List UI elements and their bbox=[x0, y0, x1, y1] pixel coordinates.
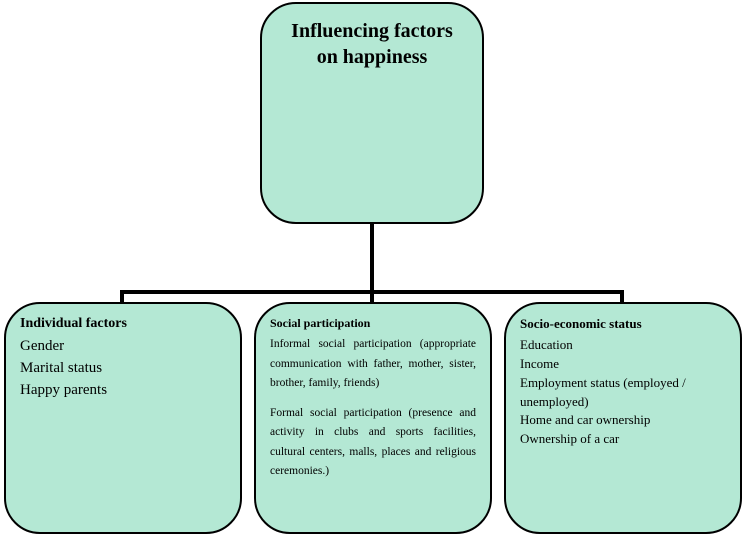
root-title-line1: Influencing factors bbox=[291, 20, 453, 42]
connector-drop-1 bbox=[370, 290, 374, 302]
child-2-item-4: Ownership of a car bbox=[520, 430, 726, 449]
child-node-1: Social participation Informal social par… bbox=[254, 302, 492, 534]
child-0-item-1: Marital status bbox=[20, 358, 226, 380]
connector-drop-2 bbox=[620, 290, 624, 302]
child-items-2: Education Income Employment status (empl… bbox=[520, 336, 726, 449]
child-0-item-0: Gender bbox=[20, 336, 226, 358]
child-2-item-1: Income bbox=[520, 355, 726, 374]
child-title-1: Social participation bbox=[270, 316, 476, 331]
child-2-item-3: Home and car ownership bbox=[520, 411, 726, 430]
spacer bbox=[270, 394, 476, 404]
child-2-item-0: Education bbox=[520, 336, 726, 355]
root-node: Influencing factors on happiness bbox=[260, 2, 484, 224]
child-1-para-1: Formal social participation (presence an… bbox=[270, 404, 476, 482]
connector-drop-0 bbox=[120, 290, 124, 302]
child-title-2: Socio-economic status bbox=[520, 316, 726, 332]
child-node-0: Individual factors Gender Marital status… bbox=[4, 302, 242, 534]
child-2-item-2: Employment status (employed / unemployed… bbox=[520, 374, 726, 412]
child-node-2: Socio-economic status Education Income E… bbox=[504, 302, 742, 534]
root-title-line2: on happiness bbox=[317, 46, 428, 68]
child-items-0: Gender Marital status Happy parents bbox=[20, 336, 226, 401]
child-0-item-2: Happy parents bbox=[20, 380, 226, 402]
child-title-0: Individual factors bbox=[20, 316, 226, 332]
connector-trunk bbox=[370, 224, 374, 294]
child-1-para-0: Informal social participation (appropria… bbox=[270, 335, 476, 394]
root-title: Influencing factors on happiness bbox=[262, 18, 482, 70]
